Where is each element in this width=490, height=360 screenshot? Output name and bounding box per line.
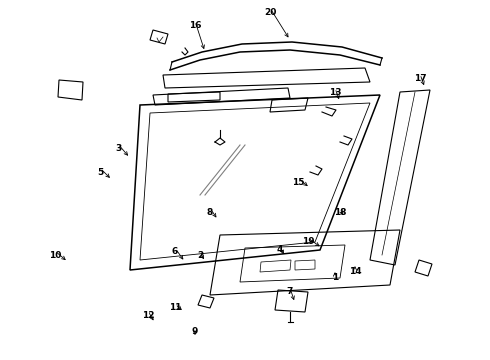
Text: 15: 15 bbox=[292, 177, 304, 186]
Text: 9: 9 bbox=[192, 328, 198, 337]
Text: 4: 4 bbox=[277, 246, 283, 255]
Text: 8: 8 bbox=[207, 207, 213, 216]
Text: 18: 18 bbox=[334, 207, 346, 216]
Text: 20: 20 bbox=[264, 8, 276, 17]
Text: 2: 2 bbox=[197, 251, 203, 260]
Text: 13: 13 bbox=[329, 87, 341, 96]
Text: 7: 7 bbox=[287, 288, 293, 297]
Text: 14: 14 bbox=[349, 267, 361, 276]
Text: 12: 12 bbox=[142, 310, 154, 320]
Text: 16: 16 bbox=[189, 21, 201, 30]
Text: 10: 10 bbox=[49, 251, 61, 260]
Text: 1: 1 bbox=[332, 274, 338, 283]
Text: 19: 19 bbox=[302, 238, 314, 247]
Text: 17: 17 bbox=[414, 73, 426, 82]
Text: 3: 3 bbox=[115, 144, 121, 153]
Text: 5: 5 bbox=[97, 167, 103, 176]
Text: 6: 6 bbox=[172, 248, 178, 256]
Text: 11: 11 bbox=[169, 303, 181, 312]
